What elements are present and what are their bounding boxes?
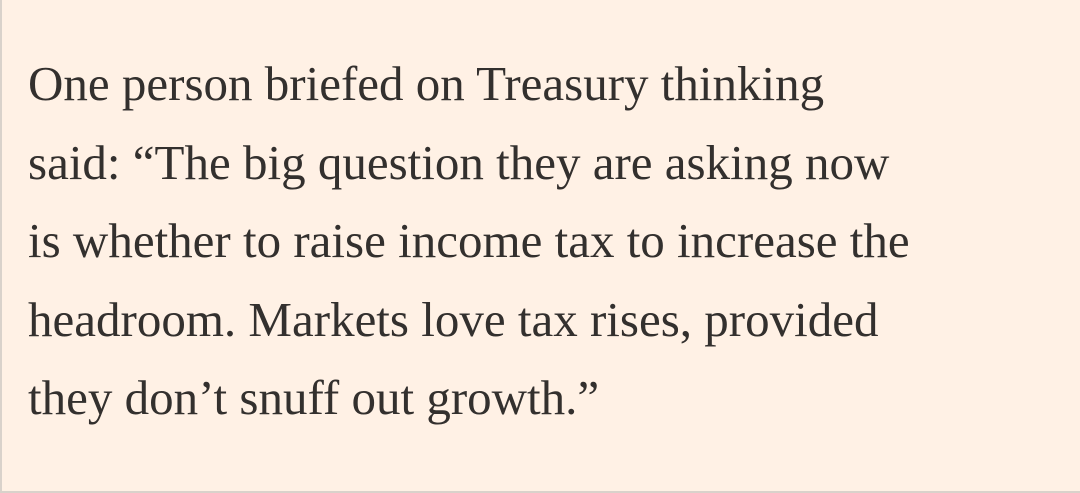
text-line: said: “The big question they are asking … [28, 134, 890, 190]
text-line: headroom. Markets love tax rises, provid… [28, 291, 879, 347]
paragraph: One person briefed on Treasury thinking s… [28, 45, 1060, 438]
text-line: is whether to raise income tax to increa… [28, 213, 910, 268]
text-line: One person briefed on Treasury thinking [28, 56, 825, 111]
text-line: they don’t snuff out growth.” [28, 370, 600, 425]
